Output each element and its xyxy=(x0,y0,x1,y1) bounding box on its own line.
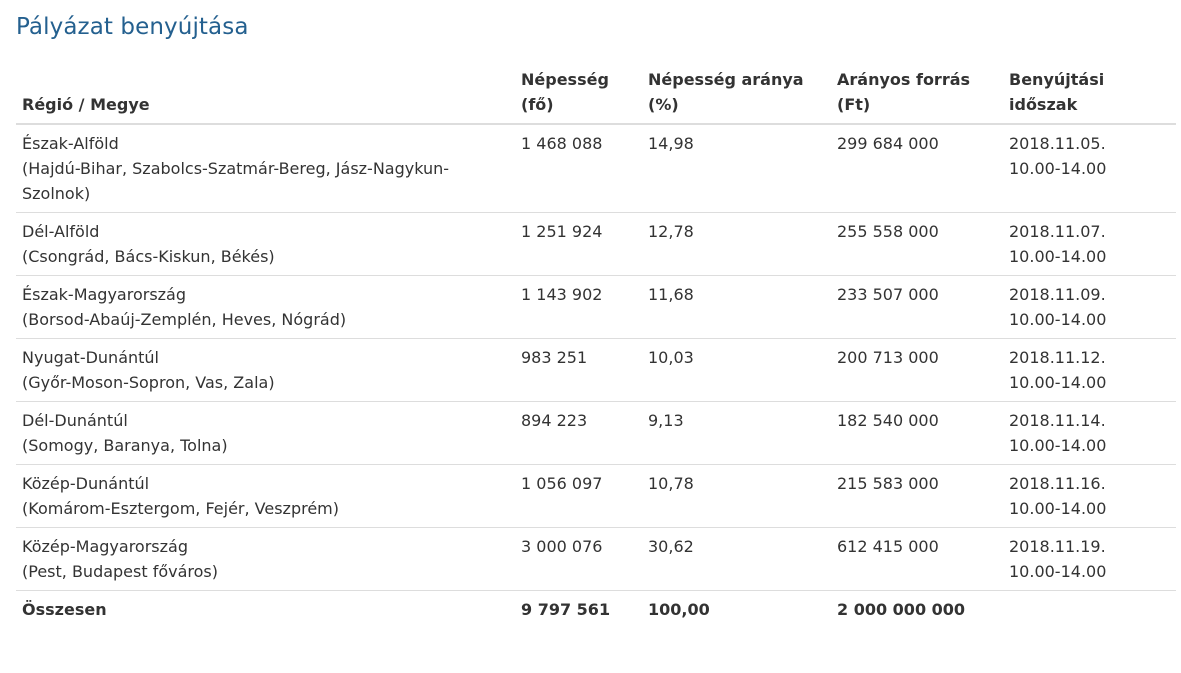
table-header-row: Régió / Megye Népesség (fő) Népesség ará… xyxy=(16,67,1176,125)
page-title: Pályázat benyújtása xyxy=(16,14,249,40)
cell-population: 1 056 097 xyxy=(515,464,642,528)
cell-funds: 215 583 000 xyxy=(831,464,1003,528)
cell-period: 2018.11.12. 10.00-14.00 xyxy=(1003,338,1176,402)
cell-region: Észak-Alföld (Hajdú-Bihar, Szabolcs-Szatm… xyxy=(16,124,515,213)
total-label: Összesen xyxy=(22,600,107,619)
cell-funds: 299 684 000 xyxy=(831,124,1003,213)
cell-funds: 200 713 000 xyxy=(831,338,1003,402)
cell-share: 14,98 xyxy=(642,124,831,213)
cell-funds: 182 540 000 xyxy=(831,401,1003,465)
allocation-table: Régió / Megye Népesség (fő) Népesség ará… xyxy=(16,67,1176,628)
cell-share: 11,68 xyxy=(642,275,831,339)
cell-period: 2018.11.14. 10.00-14.00 xyxy=(1003,401,1176,465)
header-submission-period: Benyújtási időszak xyxy=(1003,67,1176,125)
cell-region: Nyugat-Dunántúl (Győr-Moson-Sopron, Vas, … xyxy=(16,338,515,402)
cell-period: 2018.11.09. 10.00-14.00 xyxy=(1003,275,1176,339)
header-region: Régió / Megye xyxy=(16,67,515,125)
table-row: Közép-Magyarország (Pest, Budapest főváro… xyxy=(16,527,1176,591)
header-population-share: Népesség aránya (%) xyxy=(642,67,831,125)
cell-population: 3 000 076 xyxy=(515,527,642,591)
cell-share: 10,78 xyxy=(642,464,831,528)
table-row: Észak-Magyarország (Borsod-Abaúj-Zemplén,… xyxy=(16,275,1176,339)
cell-funds: 233 507 000 xyxy=(831,275,1003,339)
cell-population: 894 223 xyxy=(515,401,642,465)
header-proportional-funds: Arányos forrás (Ft) xyxy=(831,67,1003,125)
cell-share: 12,78 xyxy=(642,212,831,276)
cell-population: 1 251 924 xyxy=(515,212,642,276)
cell-period: 2018.11.16. 10.00-14.00 xyxy=(1003,464,1176,528)
cell-region: Közép-Magyarország (Pest, Budapest főváro… xyxy=(16,527,515,591)
table-total-row: Összesen 9 797 561 100,00 2 000 000 000 xyxy=(16,591,1176,629)
cell-population: 1 143 902 xyxy=(515,275,642,339)
cell-funds: 612 415 000 xyxy=(831,527,1003,591)
header-population: Népesség (fő) xyxy=(515,67,642,125)
table-row: Dél-Dunántúl (Somogy, Baranya, Tolna) 894… xyxy=(16,401,1176,465)
table-row: Nyugat-Dunántúl (Győr-Moson-Sopron, Vas, … xyxy=(16,338,1176,402)
total-share: 100,00 xyxy=(648,600,710,619)
cell-period: 2018.11.07. 10.00-14.00 xyxy=(1003,212,1176,276)
cell-share: 30,62 xyxy=(642,527,831,591)
total-population: 9 797 561 xyxy=(521,600,611,619)
total-funds: 2 000 000 000 xyxy=(837,600,966,619)
cell-region: Dél-Alföld (Csongrád, Bács-Kiskun, Békés) xyxy=(16,212,515,276)
cell-share: 9,13 xyxy=(642,401,831,465)
table-row: Észak-Alföld (Hajdú-Bihar, Szabolcs-Szatm… xyxy=(16,124,1176,213)
cell-share: 10,03 xyxy=(642,338,831,402)
cell-period: 2018.11.05. 10.00-14.00 xyxy=(1003,124,1176,213)
cell-funds: 255 558 000 xyxy=(831,212,1003,276)
table-row: Dél-Alföld (Csongrád, Bács-Kiskun, Békés)… xyxy=(16,212,1176,276)
total-period xyxy=(1003,591,1176,629)
cell-population: 1 468 088 xyxy=(515,124,642,213)
cell-period: 2018.11.19. 10.00-14.00 xyxy=(1003,527,1176,591)
cell-population: 983 251 xyxy=(515,338,642,402)
cell-region: Észak-Magyarország (Borsod-Abaúj-Zemplén,… xyxy=(16,275,515,339)
cell-region: Közép-Dunántúl (Komárom-Esztergom, Fejér,… xyxy=(16,464,515,528)
cell-region: Dél-Dunántúl (Somogy, Baranya, Tolna) xyxy=(16,401,515,465)
table-row: Közép-Dunántúl (Komárom-Esztergom, Fejér,… xyxy=(16,464,1176,528)
